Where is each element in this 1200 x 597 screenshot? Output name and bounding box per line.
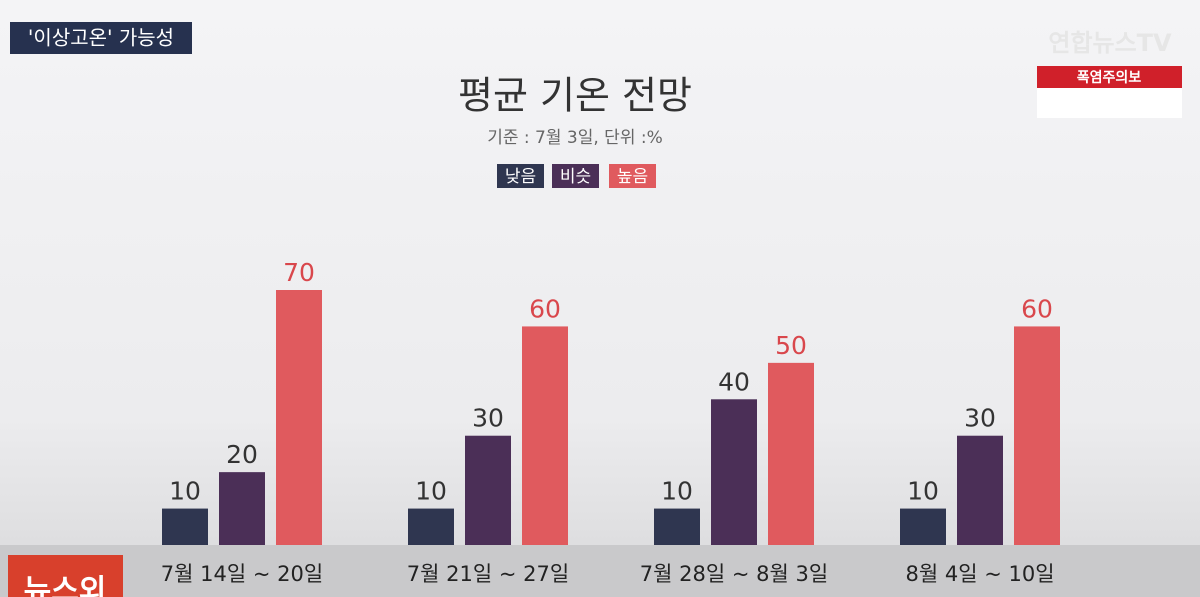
bar xyxy=(1014,326,1060,545)
bar xyxy=(768,362,814,545)
value-label: 10 xyxy=(907,477,939,506)
legend-swatch xyxy=(497,164,544,188)
value-label: 10 xyxy=(415,477,447,506)
bar xyxy=(654,508,700,545)
value-label: 10 xyxy=(661,477,693,506)
bar xyxy=(711,399,757,545)
alert-panel xyxy=(1037,88,1182,118)
bar xyxy=(465,435,511,545)
x-tick-label: 7월 14일 ~ 20일 xyxy=(161,562,323,586)
x-tick-label: 7월 21일 ~ 27일 xyxy=(407,562,569,586)
value-label: 60 xyxy=(1021,294,1053,323)
bar xyxy=(408,508,454,545)
chart-title: 평균 기온 전망 xyxy=(458,74,692,118)
legend-label: 높음 xyxy=(617,167,648,187)
legend-swatch xyxy=(552,164,599,188)
chart-subtitle: 기준 : 7월 3일, 단위 :% xyxy=(487,128,663,148)
bar xyxy=(162,508,208,545)
alert: 폭염주의보 xyxy=(1077,69,1142,86)
bar xyxy=(900,508,946,545)
bar xyxy=(219,472,265,545)
legend-swatch xyxy=(609,164,656,188)
category-band xyxy=(0,545,1200,597)
value-label: 50 xyxy=(775,331,807,360)
x-tick-label: 7월 28일 ~ 8월 3일 xyxy=(640,562,828,586)
logo: 연합뉴스TV xyxy=(1048,29,1172,57)
value-label: 60 xyxy=(529,294,561,323)
alert-box xyxy=(1037,66,1182,88)
program-box xyxy=(8,555,123,597)
bar xyxy=(957,435,1003,545)
value-label: 40 xyxy=(718,367,750,396)
bar xyxy=(276,290,322,545)
value-label: 70 xyxy=(283,258,315,287)
program: 뉴스외 xyxy=(24,574,107,597)
value-label: 20 xyxy=(226,440,258,469)
tag: '이상고온' 가능성 xyxy=(28,26,174,50)
legend-label: 낮음 xyxy=(505,167,536,187)
value-label: 10 xyxy=(169,477,201,506)
value-label: 30 xyxy=(964,404,996,433)
bar xyxy=(522,326,568,545)
value-label: 30 xyxy=(472,404,504,433)
tag-box xyxy=(10,22,192,54)
legend-label: 비슷 xyxy=(560,167,591,187)
x-tick-label: 8월 4일 ~ 10일 xyxy=(905,562,1054,586)
